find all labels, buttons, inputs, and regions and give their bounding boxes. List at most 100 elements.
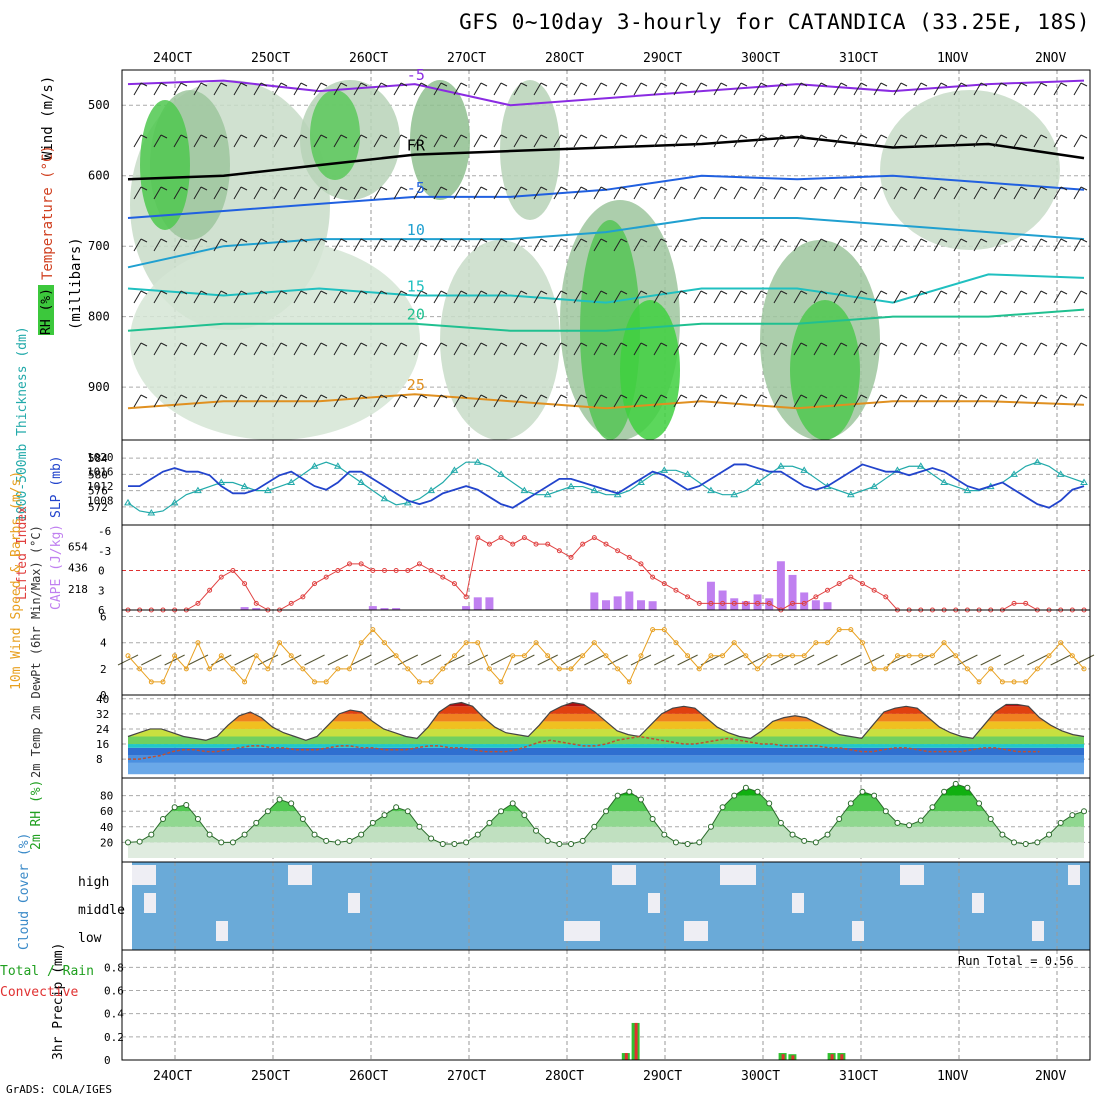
li-point (1011, 600, 1017, 606)
cloud-block (348, 893, 360, 913)
precip-bar-conv (634, 1022, 638, 1060)
rh-point (637, 796, 644, 803)
precip-bar-conv (791, 1055, 795, 1060)
precip-bar-conv (840, 1054, 844, 1060)
li-point (475, 535, 481, 541)
wind-point (428, 679, 434, 685)
contour-label: FR (407, 137, 426, 155)
thickness-point (170, 498, 179, 506)
wind-barb (374, 654, 395, 666)
rh-point (556, 840, 563, 847)
cape-bar (613, 596, 622, 610)
wind-point (218, 653, 224, 659)
wind-barb (1073, 654, 1095, 666)
cape-bar (811, 600, 820, 610)
rh-point (917, 817, 924, 824)
wind-point (125, 653, 131, 659)
wind-point (253, 653, 259, 659)
date-label-bottom: 30OCT (741, 1069, 780, 1084)
thickness-point (963, 486, 972, 494)
run-total-label: Run Total = 0.56 (958, 954, 1074, 968)
rh-point (906, 822, 913, 829)
slp-axis-label: SLP (mb) (49, 455, 64, 518)
rh-point (276, 796, 283, 803)
rh-tick: 20 (100, 836, 113, 849)
li-axis-label: Lifted Index (15, 506, 30, 600)
wind-point (230, 666, 236, 672)
rh-point (241, 831, 248, 838)
rh-point (812, 839, 819, 846)
wind-point (650, 627, 656, 633)
slp-tick: 1020 (87, 451, 114, 464)
li-point (755, 600, 761, 606)
li-point (486, 541, 492, 547)
wind-point (801, 653, 807, 659)
wind-barb (537, 654, 558, 666)
wind-point (288, 653, 294, 659)
temp-band (128, 744, 1084, 748)
wind-barb (1027, 654, 1048, 666)
li-point (545, 541, 551, 547)
thickness-point (707, 486, 715, 494)
li-point (207, 587, 213, 593)
rh-shade-13 (130, 240, 420, 440)
temp-band (128, 755, 1084, 763)
wind-point (207, 666, 213, 672)
thickness-point (240, 482, 249, 490)
rh-point (801, 837, 808, 844)
wind-point (1069, 653, 1075, 659)
li-point (603, 541, 609, 547)
li-point (708, 600, 714, 606)
li-point (253, 600, 259, 606)
rh-point (299, 816, 306, 822)
li-tick: 0 (98, 565, 105, 578)
wind-point (405, 666, 411, 672)
wind-point (463, 640, 469, 646)
wind-barb (234, 654, 255, 666)
rh-point (451, 840, 458, 847)
li-point (673, 587, 679, 593)
cloud-block (972, 893, 984, 913)
temperature-contour-0 (127, 79, 1085, 107)
wind-point (964, 666, 970, 672)
li-point (661, 581, 667, 587)
li-point (813, 594, 819, 600)
li-point (790, 600, 796, 606)
li-point (405, 568, 411, 573)
wind-point (825, 640, 831, 646)
temperature-contour-1 (127, 135, 1085, 181)
wind-point (183, 666, 189, 672)
wind-point (312, 679, 318, 685)
rh-point (229, 839, 236, 846)
precip-tick: 0.8 (104, 961, 124, 974)
wind-barb (187, 654, 209, 666)
thickness-point (567, 482, 575, 490)
cape-bar (718, 590, 727, 610)
cloud-row-label: low (78, 931, 102, 946)
temp-tick: 24 (96, 723, 110, 736)
rh-point (731, 792, 738, 799)
legend-wind: Wind (m/s) (40, 76, 56, 160)
rh-band (128, 842, 1084, 858)
li-point (859, 581, 865, 587)
rh-point (148, 831, 155, 838)
wind-point (999, 679, 1005, 685)
wind-barb (490, 654, 512, 666)
precip-panel (121, 949, 1091, 1061)
thickness-point (1056, 470, 1065, 477)
li-point (498, 535, 504, 541)
wind-point (137, 666, 143, 672)
contour-label: 10 (407, 221, 425, 239)
wind-barb (724, 654, 745, 666)
cloud-block (564, 921, 600, 941)
cape-tick: 654 (68, 540, 88, 553)
contour-label: 15 (407, 278, 425, 296)
rh-point (661, 831, 668, 838)
wind-point (848, 627, 854, 633)
cape-bar (485, 597, 494, 610)
date-label-bottom: 27OCT (447, 1069, 486, 1084)
li-point (288, 600, 294, 606)
wind-point (918, 653, 924, 659)
wind-point (1023, 679, 1029, 685)
wind-barb (654, 654, 675, 666)
